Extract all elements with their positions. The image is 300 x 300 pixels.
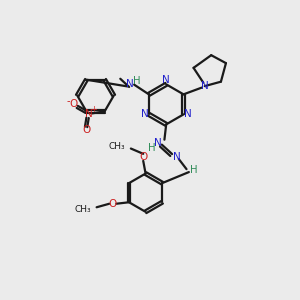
Text: N: N (85, 109, 92, 119)
Text: O: O (70, 99, 78, 109)
Text: N: N (126, 79, 134, 89)
Text: -: - (66, 96, 70, 106)
Text: N: N (162, 75, 170, 85)
Text: N: N (201, 81, 208, 91)
Text: N: N (172, 152, 180, 162)
Text: CH₃: CH₃ (108, 142, 125, 151)
Text: N: N (141, 110, 148, 119)
Text: H: H (190, 165, 198, 175)
Text: CH₃: CH₃ (75, 205, 92, 214)
Text: H: H (133, 76, 140, 85)
Text: O: O (139, 152, 147, 162)
Text: +: + (90, 105, 97, 114)
Text: O: O (109, 199, 117, 209)
Text: N: N (154, 138, 162, 148)
Text: O: O (82, 125, 90, 136)
Text: H: H (148, 143, 156, 153)
Text: N: N (184, 110, 191, 119)
